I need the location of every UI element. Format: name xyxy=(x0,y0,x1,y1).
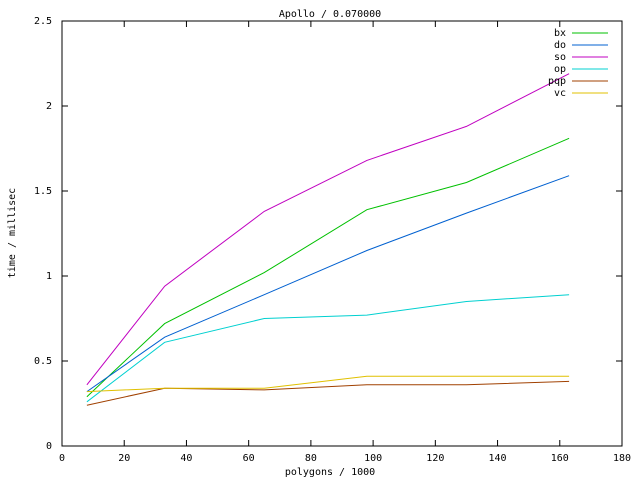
series-line xyxy=(86,137,570,398)
x-tick-label: 160 xyxy=(551,453,569,464)
plot-frame xyxy=(61,20,623,447)
series-line xyxy=(86,294,570,403)
y-tick-label: 1.5 xyxy=(34,186,52,197)
series-line xyxy=(86,375,570,393)
legend-label: op xyxy=(554,64,566,75)
x-tick-label: 180 xyxy=(613,453,631,464)
x-tick-label: 100 xyxy=(364,453,382,464)
legend-label: do xyxy=(554,40,566,51)
x-tick-label: 140 xyxy=(489,453,507,464)
x-tick-label: 0 xyxy=(59,453,65,464)
chart-title: Apollo / 0.070000 xyxy=(279,9,381,20)
x-tick-label: 60 xyxy=(243,453,255,464)
x-tick-label: 20 xyxy=(118,453,130,464)
series-line xyxy=(86,175,570,393)
y-tick-label: 0 xyxy=(46,441,52,452)
y-axis-label: time / millisec xyxy=(7,188,18,278)
legend-label: pqp xyxy=(548,76,566,87)
legend-label: so xyxy=(554,52,566,63)
legend-label: bx xyxy=(554,28,566,39)
x-tick-label: 80 xyxy=(305,453,317,464)
y-tick-label: 2 xyxy=(46,101,52,112)
series-line xyxy=(86,73,570,386)
y-tick-label: 1 xyxy=(46,271,52,282)
x-axis-label: polygons / 1000 xyxy=(285,467,375,478)
x-tick-label: 120 xyxy=(426,453,444,464)
series-line xyxy=(86,380,570,406)
y-tick-label: 0.5 xyxy=(34,356,52,367)
y-tick-label: 2.5 xyxy=(34,16,52,27)
legend-label: vc xyxy=(554,88,566,99)
x-tick-label: 40 xyxy=(180,453,192,464)
